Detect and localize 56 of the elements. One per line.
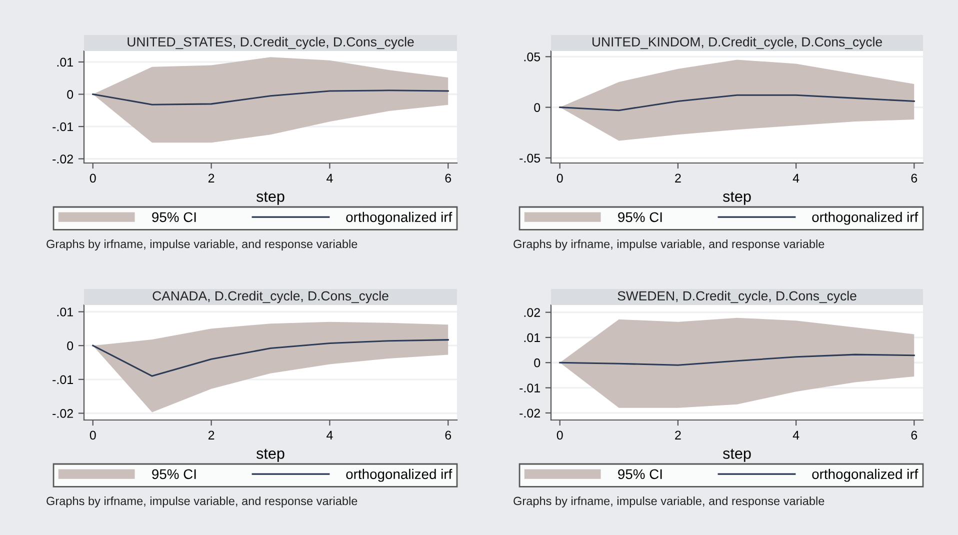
line-series [559,94,915,112]
x-tick-label: 0 [90,430,96,440]
x-tick-label: 0 [556,430,563,440]
text: orthogonalized irf [346,468,452,482]
y-tick-label: 0 [534,358,540,368]
y-tick-label: .05 [524,52,540,62]
y-tick-label: .01 [57,58,73,67]
y-tick-label: -.01 [52,122,73,132]
line-series [92,339,449,377]
text: orthogonalized irf [812,468,918,482]
chart-title: UNITED_KINDOM, D.Credit_cycle, D.Cons_cycle [592,36,882,50]
x-axis-title: step [722,192,751,205]
text: 95% CI [618,469,662,480]
x-tick-label: 6 [445,430,452,440]
x-axis-title: step [256,448,284,462]
x-tick-label: 6 [445,174,452,183]
text: Graphs by irfname, impulse variable, and response variable [514,496,824,508]
y-tick-label: 0 [67,341,74,350]
x-tick-label: 4 [792,430,800,440]
text: 95% CI [152,212,196,222]
text: orthogonalized irf [346,212,452,225]
x-tick-label: 6 [911,430,918,440]
line-series [92,90,449,106]
x-tick-label: 0 [90,174,96,183]
y-tick-label: 0 [67,90,74,99]
chart-title: CANADA, D.Credit_cycle, D.Cons_cycle [152,290,388,304]
x-tick-label: 2 [208,174,214,182]
y-tick-label: .01 [524,333,540,342]
y-tick-label: -.02 [52,409,73,418]
x-tick-label: 2 [208,430,214,440]
y-tick-label: -.01 [520,384,540,392]
x-tick-label: 4 [792,174,800,182]
chart-title: UNITED_STATES, D.Credit_cycle, D.Cons_cycle [128,36,414,50]
x-axis-title: step [722,448,751,462]
text: 95% CI [152,469,196,480]
text: Graphs by irfname, impulse variable, and response variable [46,239,358,250]
y-tick-label: .02 [524,308,540,317]
x-tick-label: 2 [675,430,681,440]
y-tick-label: -.05 [520,154,540,163]
x-tick-label: 4 [326,174,333,182]
x-axis-title: step [256,192,284,205]
x-tick-label: 0 [556,174,563,183]
x-tick-label: 2 [675,174,681,182]
line-series [559,354,915,366]
chart-title: SWEDEN, D.Credit_cycle, D.Cons_cycle [618,290,856,304]
x-tick-label: 4 [326,430,333,440]
text: 95% CI [618,212,662,222]
text: Graphs by irfname, impulse variable, and response variable [46,496,358,508]
x-tick-label: 6 [911,174,918,183]
y-tick-label: -.01 [52,375,73,384]
y-tick-label: 0 [534,103,540,112]
text: orthogonalized irf [812,212,918,225]
y-tick-label: -.02 [52,154,73,164]
y-tick-label: .01 [57,308,73,316]
y-tick-label: -.02 [520,408,540,418]
text: Graphs by irfname, impulse variable, and response variable [514,239,824,250]
